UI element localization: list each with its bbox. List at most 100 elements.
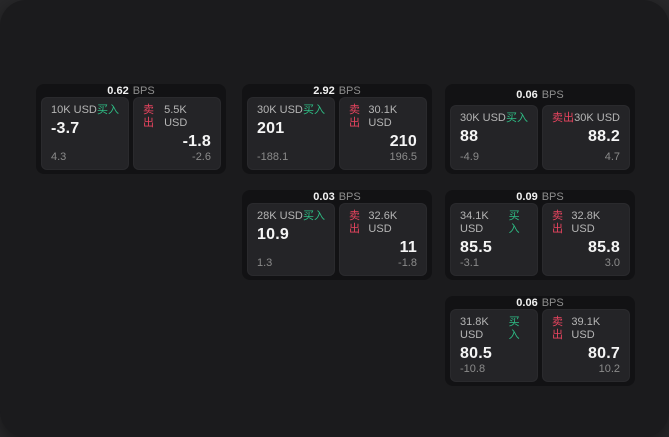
- quote-card-body: 30K USD 买入 88 -4.9 卖出 30K USD 88.2 4.7: [450, 105, 630, 170]
- sell-amount-label: 39.1K USD: [571, 316, 601, 341]
- sell-side-tag: 卖出: [552, 112, 574, 124]
- sell-sub-value: -2.6: [192, 151, 211, 163]
- buy-panel[interactable]: 28K USD 买入 10.9 1.3: [247, 203, 335, 276]
- buy-sub-value: 1.3: [257, 257, 273, 269]
- sell-side-tag: 卖出: [143, 104, 154, 129]
- quote-card: 0.03 BPS 28K USD 买入 10.9 1.3 卖出 32.6K US…: [242, 190, 432, 280]
- bps-value: 0.62: [107, 84, 129, 97]
- buy-side-tag: 买入: [508, 210, 520, 235]
- buy-amount-label: 28K USD: [257, 210, 303, 222]
- bps-header: 0.06 BPS: [450, 84, 630, 105]
- buy-amount-label: 30K USD: [460, 112, 506, 124]
- sell-panel[interactable]: 卖出 32.6K USD 11 -1.8: [339, 203, 427, 276]
- bps-header: 0.09 BPS: [450, 190, 630, 203]
- buy-amount-label: 34.1K USD: [460, 210, 489, 235]
- bps-value: 0.03: [313, 190, 335, 203]
- quote-card: 0.06 BPS 31.8K USD 买入 80.5 -10.8 卖出 39.1…: [445, 296, 635, 386]
- sell-price-value: 11: [399, 239, 417, 256]
- sell-side-tag: 卖出: [552, 210, 563, 235]
- buy-side-tag: 买入: [508, 316, 520, 341]
- bps-unit-label: BPS: [132, 84, 155, 97]
- buy-price-value: 201: [257, 120, 285, 137]
- sell-panel[interactable]: 卖出 32.8K USD 85.8 3.0: [542, 203, 630, 276]
- bps-unit-label: BPS: [338, 84, 361, 97]
- bps-value: 0.09: [516, 190, 538, 203]
- buy-side-tag: 买入: [303, 210, 325, 222]
- sell-panel-top: 卖出 5.5K USD: [143, 104, 211, 130]
- buy-side-tag: 买入: [506, 112, 528, 124]
- sell-sub-value: -1.8: [398, 257, 417, 269]
- sell-side-tag: 卖出: [349, 210, 360, 235]
- quote-card-body: 30K USD 买入 201 -188.1 卖出 30.1K USD 210 1…: [247, 97, 427, 170]
- buy-sub-value: -188.1: [257, 151, 289, 163]
- sell-price-value: 88.2: [588, 128, 620, 145]
- bps-value: 2.92: [313, 84, 335, 97]
- buy-panel-top: 30K USD 买入: [460, 112, 528, 125]
- bps-header: 0.03 BPS: [247, 190, 427, 203]
- sell-sub-value: 4.7: [604, 151, 620, 163]
- buy-panel[interactable]: 10K USD 买入 -3.7 4.3: [41, 97, 129, 170]
- sell-price-value: 85.8: [588, 239, 620, 256]
- sell-side-tag: 卖出: [552, 316, 563, 341]
- buy-panel-top: 10K USD 买入: [51, 104, 119, 117]
- buy-panel[interactable]: 34.1K USD 买入 85.5 -3.1: [450, 203, 538, 276]
- buy-sub-value: -10.8: [460, 363, 486, 375]
- buy-amount-label: 10K USD: [51, 104, 97, 116]
- buy-side-tag: 买入: [303, 104, 325, 116]
- bps-value: 0.06: [516, 88, 538, 101]
- sell-panel-top: 卖出 30.1K USD: [349, 104, 417, 130]
- sell-price-value: 210: [389, 133, 417, 150]
- buy-panel[interactable]: 31.8K USD 买入 80.5 -10.8: [450, 309, 538, 382]
- bps-header: 2.92 BPS: [247, 84, 427, 97]
- buy-sub-value: 4.3: [51, 151, 67, 163]
- quote-card: 0.09 BPS 34.1K USD 买入 85.5 -3.1 卖出 32.8K…: [445, 190, 635, 280]
- sell-side-tag: 卖出: [349, 104, 360, 129]
- sell-amount-label: 32.6K USD: [368, 210, 398, 235]
- quote-card: 0.62 BPS 10K USD 买入 -3.7 4.3 卖出 5.5K USD…: [36, 84, 226, 174]
- quote-card-body: 28K USD 买入 10.9 1.3 卖出 32.6K USD 11 -1.8: [247, 203, 427, 276]
- sell-panel[interactable]: 卖出 39.1K USD 80.7 10.2: [542, 309, 630, 382]
- sell-panel[interactable]: 卖出 30K USD 88.2 4.7: [542, 105, 630, 170]
- buy-panel[interactable]: 30K USD 买入 88 -4.9: [450, 105, 538, 170]
- buy-panel[interactable]: 30K USD 买入 201 -188.1: [247, 97, 335, 170]
- quote-card-body: 34.1K USD 买入 85.5 -3.1 卖出 32.8K USD 85.8…: [450, 203, 630, 276]
- buy-side-tag: 买入: [97, 104, 119, 116]
- sell-price-value: -1.8: [182, 133, 211, 150]
- buy-panel-top: 30K USD 买入: [257, 104, 325, 117]
- buy-sub-value: -4.9: [460, 151, 479, 163]
- buy-price-value: 10.9: [257, 226, 289, 243]
- quote-card-body: 10K USD 买入 -3.7 4.3 卖出 5.5K USD -1.8 -2.…: [41, 97, 221, 170]
- buy-price-value: 88: [460, 128, 479, 145]
- bps-value: 0.06: [516, 296, 538, 309]
- quote-card-body: 31.8K USD 买入 80.5 -10.8 卖出 39.1K USD 80.…: [450, 309, 630, 382]
- buy-panel-top: 28K USD 买入: [257, 210, 325, 223]
- bps-unit-label: BPS: [338, 190, 361, 203]
- buy-sub-value: -3.1: [460, 257, 479, 269]
- sell-amount-label: 30K USD: [574, 112, 620, 124]
- bps-unit-label: BPS: [541, 88, 564, 101]
- buy-price-value: 85.5: [460, 239, 492, 256]
- quote-card: 0.06 BPS 30K USD 买入 88 -4.9 卖出 30K USD 8…: [445, 84, 635, 174]
- sell-sub-value: 196.5: [389, 151, 417, 163]
- sell-amount-label: 32.8K USD: [571, 210, 601, 235]
- bps-unit-label: BPS: [541, 190, 564, 203]
- sell-panel[interactable]: 卖出 5.5K USD -1.8 -2.6: [133, 97, 221, 170]
- buy-amount-label: 30K USD: [257, 104, 303, 116]
- buy-price-value: 80.5: [460, 345, 492, 362]
- bps-header: 0.06 BPS: [450, 296, 630, 309]
- sell-panel-top: 卖出 30K USD: [552, 112, 620, 125]
- sell-panel-top: 卖出 32.6K USD: [349, 210, 417, 236]
- sell-panel[interactable]: 卖出 30.1K USD 210 196.5: [339, 97, 427, 170]
- sell-panel-top: 卖出 32.8K USD: [552, 210, 620, 236]
- bps-unit-label: BPS: [541, 296, 564, 309]
- sell-panel-top: 卖出 39.1K USD: [552, 316, 620, 342]
- sell-price-value: 80.7: [588, 345, 620, 362]
- sell-sub-value: 10.2: [598, 363, 620, 375]
- buy-amount-label: 31.8K USD: [460, 316, 489, 341]
- buy-panel-top: 31.8K USD 买入: [460, 316, 528, 342]
- sell-amount-label: 30.1K USD: [368, 104, 398, 129]
- buy-panel-top: 34.1K USD 买入: [460, 210, 528, 236]
- sell-amount-label: 5.5K USD: [164, 104, 188, 129]
